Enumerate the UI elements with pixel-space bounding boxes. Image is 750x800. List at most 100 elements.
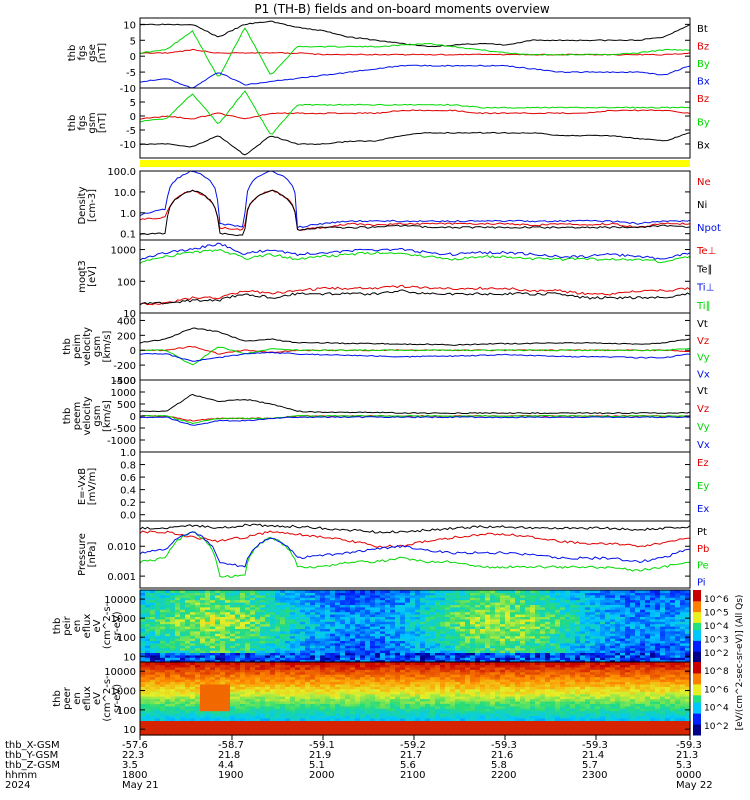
spectrogram-cell (455, 645, 461, 649)
spectrogram-cell (215, 720, 221, 724)
spectrogram-cell (175, 703, 181, 707)
spectrogram-cell (260, 732, 266, 736)
spectrogram-cell (565, 654, 571, 658)
y-axis-label: thb peir en eflux eV (cm^2-s-sr-eV) (52, 602, 123, 649)
spectrogram-cell (395, 635, 401, 639)
spectrogram-cell (215, 705, 221, 709)
spectrogram-cell (385, 633, 391, 637)
spectrogram-cell (455, 638, 461, 641)
spectrogram-cell (455, 642, 461, 646)
spectrogram-cell (645, 623, 651, 627)
spectrogram-cell (240, 602, 246, 605)
spectrogram-cell (310, 693, 316, 697)
spectrogram-cell (420, 652, 426, 656)
spectrogram-cell (235, 679, 241, 682)
spectrogram-cell (225, 662, 231, 665)
spectrogram-cell (290, 616, 296, 620)
spectrogram-cell (195, 713, 201, 717)
spectrogram-cell (675, 592, 681, 596)
spectrogram-cell (455, 592, 461, 596)
spectrogram-cell (335, 698, 341, 702)
spectrogram-cell (235, 611, 241, 615)
spectrogram-cell (180, 623, 186, 627)
spectrogram-cell (615, 635, 621, 639)
spectrogram-cell (175, 683, 181, 687)
spectrogram-cell (680, 611, 686, 615)
spectrogram-cell (625, 657, 631, 661)
spectrogram-cell (165, 715, 171, 719)
spectrogram-cell (335, 635, 341, 639)
spectrogram-cell (645, 594, 651, 598)
spectrogram-cell (260, 614, 266, 617)
spectrogram-cell (410, 635, 416, 639)
spectrogram-cell (375, 705, 381, 709)
spectrogram-cell (320, 640, 326, 644)
spectrogram-cell (245, 722, 251, 726)
spectrogram-cell (220, 710, 226, 714)
spectrogram-cell (605, 647, 611, 651)
spectrogram-cell (165, 654, 171, 658)
spectrogram-cell (155, 590, 161, 593)
spectrogram-cell (260, 725, 266, 729)
spectrogram-cell (280, 710, 286, 714)
spectrogram-cell (665, 628, 671, 632)
spectrogram-cell (320, 679, 326, 682)
spectrogram-cell (535, 594, 541, 598)
spectrogram-cell (205, 606, 211, 610)
y-axis-label-line: [nPa] (87, 541, 98, 567)
spectrogram-cell (350, 674, 356, 678)
spectrogram-cell (200, 657, 206, 661)
spectrogram-cell (250, 611, 256, 615)
spectrogram-cell (255, 594, 261, 598)
spectrogram-cell (370, 715, 376, 719)
spectrogram-cell (530, 647, 536, 651)
spectrogram-cell (235, 621, 241, 625)
spectrogram-cell (210, 715, 216, 719)
spectrogram-cell (470, 618, 476, 622)
spectrogram-cell (145, 666, 151, 670)
spectrogram-cell (485, 614, 491, 617)
spectrogram-cell (305, 705, 311, 709)
spectrogram-cell (370, 671, 376, 675)
spectrogram-cell (475, 592, 481, 596)
spectrogram-cell (375, 642, 381, 646)
spectrogram-cell (170, 666, 176, 670)
spectrogram-cell (515, 609, 521, 613)
spectrogram-cell (255, 590, 261, 593)
spectrogram-cell (365, 718, 371, 721)
spectrogram-cell (450, 618, 456, 622)
spectrogram-cell (640, 614, 646, 617)
spectrogram-cell (170, 611, 176, 615)
spectrogram-cell (365, 722, 371, 726)
spectrogram-cell (200, 662, 206, 665)
spectrogram-cell (200, 715, 206, 719)
spectrogram-cell (475, 630, 481, 634)
series-line-Pt (139, 523, 691, 534)
spectrogram-cell (410, 623, 416, 627)
spectrogram-cell (140, 700, 146, 704)
spectrogram-cell (310, 664, 316, 668)
spectrogram-cell (405, 602, 411, 605)
spectrogram-cell (315, 720, 321, 724)
spectrogram-cell (420, 611, 426, 615)
spectrogram-cell (290, 679, 296, 682)
spectrogram-cell (275, 698, 281, 702)
spectrogram-cell (290, 606, 296, 610)
spectrogram-cell (350, 659, 356, 663)
spectrogram-cell (395, 650, 401, 653)
spectrogram-cell (670, 592, 676, 596)
spectrogram-cell (455, 590, 461, 593)
spectrogram-cell (515, 616, 521, 620)
spectrogram-cell (305, 730, 311, 734)
spectrogram-cell (235, 688, 241, 692)
spectrogram-cell (345, 681, 351, 685)
spectrogram-cell (390, 594, 396, 598)
spectrogram-cell (395, 590, 401, 593)
spectrogram-cell (625, 654, 631, 658)
spectrogram-cell (505, 652, 511, 656)
spectrogram-cell (255, 674, 261, 678)
spectrogram-cell (645, 611, 651, 615)
spectrogram-cell (440, 590, 446, 593)
spectrogram-cell (270, 604, 276, 608)
spectrogram-cell (520, 616, 526, 620)
